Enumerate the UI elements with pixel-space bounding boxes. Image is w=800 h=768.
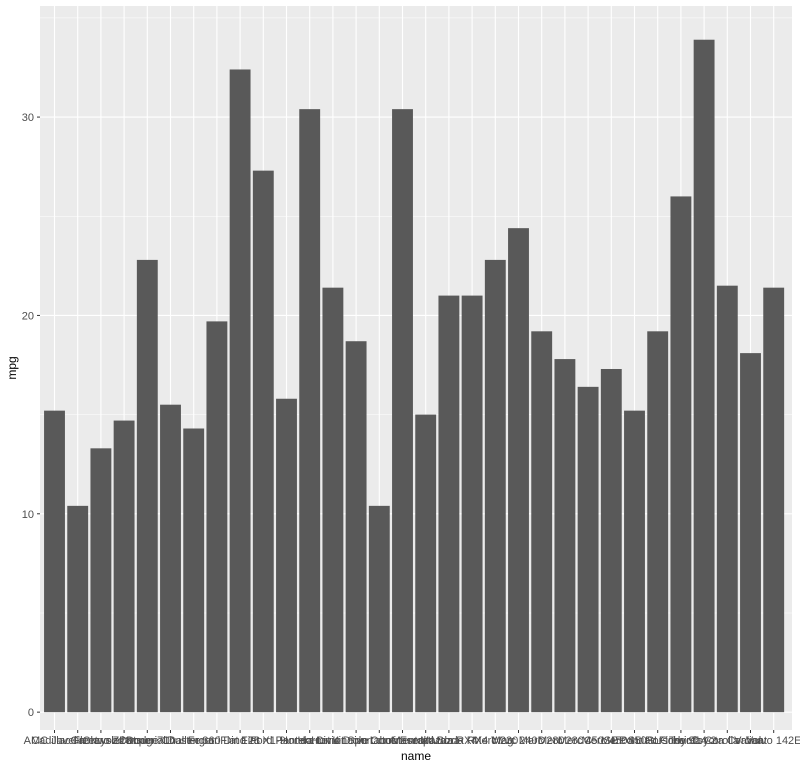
x-tick-label: Datsun 710 xyxy=(119,735,175,747)
bar xyxy=(438,295,460,713)
x-tick-label: Merc 450SL xyxy=(582,735,641,747)
bar xyxy=(484,259,506,713)
bar xyxy=(322,287,344,713)
x-tick-label: Dodge Challenger xyxy=(126,735,215,747)
bar xyxy=(44,410,65,713)
bar xyxy=(345,341,367,713)
y-axis: 0 10 20 30 xyxy=(22,112,40,719)
bar xyxy=(368,505,390,713)
x-tick-label: Pontiac Firebird xyxy=(619,735,696,747)
bar xyxy=(299,109,321,713)
bar xyxy=(670,196,692,713)
bar xyxy=(508,228,529,713)
x-tick-label: Merc 240D xyxy=(492,735,546,747)
bar xyxy=(740,353,761,713)
bar xyxy=(763,287,785,713)
x-tick-label: Ferrari Dino xyxy=(188,735,246,747)
x-tick-label: Toyota Corolla xyxy=(669,735,740,747)
x-tick-label: Honda Civic xyxy=(280,735,340,747)
bar xyxy=(624,410,645,713)
x-tick-label: Fiat X1-9 xyxy=(241,735,286,747)
x-tick-label: Toyota Corona xyxy=(692,735,764,747)
bar xyxy=(206,321,228,713)
x-tick-label: Hornet Sportabout xyxy=(311,735,401,747)
x-tick-label: Merc 450SLC xyxy=(601,735,668,747)
y-tick-label: 10 xyxy=(22,509,34,521)
x-tick-label: Volvo 142E xyxy=(746,735,800,747)
x-tick-label: Merc 280C xyxy=(538,735,592,747)
bar xyxy=(600,368,622,713)
x-tick-label: Lincoln Continental xyxy=(333,735,427,747)
x-tick-label: Merc 450SE xyxy=(558,735,619,747)
y-tick-label: 20 xyxy=(22,310,34,322)
x-tick-label: Maserati Bora xyxy=(391,735,460,747)
x-tick-label: Duster 360 xyxy=(167,735,221,747)
x-tick-label: Porsche 914-2 xyxy=(645,735,717,747)
bar xyxy=(647,331,669,713)
bar xyxy=(113,420,135,713)
y-tick-label: 0 xyxy=(28,707,34,719)
x-tick-label: Camaro Z28 xyxy=(70,735,131,747)
x-tick-label: Fiat 128 xyxy=(220,735,260,747)
x-tick-label: Chrysler Imperial xyxy=(83,735,166,747)
x-tick-label: Merc 230 xyxy=(472,735,518,747)
x-axis-title: name xyxy=(401,749,431,763)
x-tick-label: Merc 280 xyxy=(519,735,565,747)
bar xyxy=(554,359,576,713)
x-tick-label: Mazda RX4 xyxy=(420,735,477,747)
x-tick-label: Cadillac Fleetwood xyxy=(31,735,124,747)
bar xyxy=(160,404,181,713)
x-tick-label: Valiant xyxy=(734,735,767,747)
bar xyxy=(693,39,715,713)
bar xyxy=(276,398,297,713)
bar xyxy=(183,428,205,713)
y-tick-label: 30 xyxy=(22,112,34,124)
bars xyxy=(44,39,785,713)
bar xyxy=(229,69,251,713)
x-tick-label: Lotus Europa xyxy=(370,735,436,747)
x-tick-label: Mazda RX4 Wag xyxy=(431,735,514,747)
bar xyxy=(392,109,413,713)
bar xyxy=(252,170,274,713)
bar xyxy=(716,285,738,713)
bar xyxy=(415,414,437,713)
bar xyxy=(90,448,112,713)
x-tick-label: Hornet 4 Drive xyxy=(297,735,368,747)
bar xyxy=(136,259,158,713)
x-tick-label: Ford Pantera L xyxy=(250,735,323,747)
x-tick-label: AMC Javelin xyxy=(24,735,86,747)
bar xyxy=(461,295,483,713)
bar xyxy=(577,386,599,713)
bar xyxy=(67,505,89,713)
y-axis-title: mpg xyxy=(5,356,19,379)
bar xyxy=(531,331,553,713)
